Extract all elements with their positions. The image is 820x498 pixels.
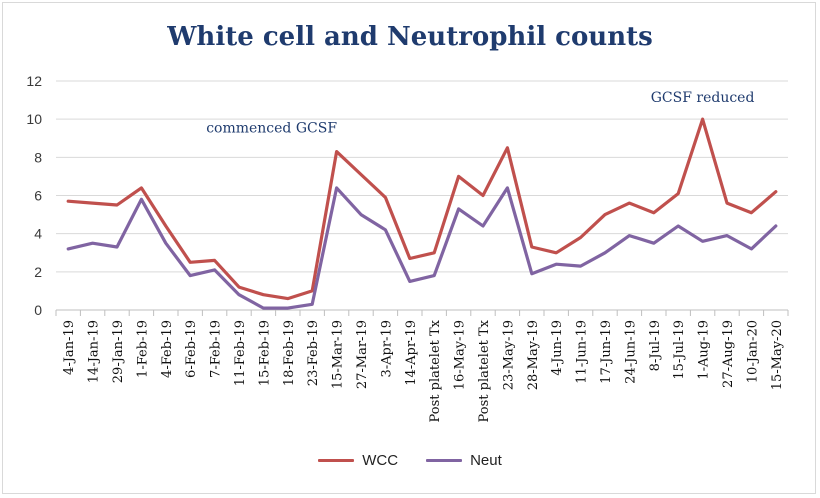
legend-item-wcc: WCC	[318, 452, 398, 469]
x-tick-label: 28-May-19	[526, 320, 541, 390]
x-tick-label: 7-Feb-19	[209, 320, 224, 378]
x-tick-label: 10-Jan-20	[745, 320, 760, 383]
chart-legend: WCC Neut	[0, 452, 820, 469]
x-tick-label: 16-May-19	[453, 320, 468, 390]
x-tick-label: 15-Feb-19	[257, 320, 272, 386]
y-tick-label: 6	[34, 188, 42, 204]
chart-title: White cell and Neutrophil counts	[167, 22, 653, 52]
x-tick-label: 15-Jul-19	[672, 320, 687, 380]
series-line-wcc	[66, 117, 778, 301]
x-tick-label: 4-Jan-19	[62, 320, 77, 375]
x-tick-label: Post platelet Tx	[477, 319, 492, 422]
x-tick-label: 27-Aug-19	[721, 320, 736, 388]
series-line-neut	[66, 186, 778, 310]
x-tick-label: 17-Jun-19	[599, 320, 614, 384]
x-tick-label: 23-May-19	[501, 320, 516, 390]
x-tick-label: 14-Jan-19	[87, 320, 102, 383]
x-tick-label: 15-May-20	[770, 320, 785, 390]
x-tick-label: 4-Jun-19	[550, 320, 565, 376]
y-tick-label: 10	[26, 111, 42, 127]
x-tick-label: 15-Mar-19	[331, 320, 346, 389]
x-tick-label: 1-Feb-19	[135, 320, 150, 378]
y-tick-label: 12	[26, 73, 42, 89]
x-tick-label: 6-Feb-19	[184, 320, 199, 378]
x-tick-label: 27-Mar-19	[355, 320, 370, 389]
x-tick-label: 11-Jun-19	[575, 320, 590, 384]
x-tick-label: 24-Jun-19	[623, 320, 638, 384]
legend-item-neut: Neut	[426, 452, 502, 469]
x-tick-label: 29-Jan-19	[111, 320, 126, 383]
x-tick-label: Post platelet Tx	[428, 319, 443, 422]
legend-swatch-wcc	[318, 459, 355, 462]
legend-swatch-neut	[426, 459, 463, 462]
x-tick-label: 3-Apr-19	[379, 320, 394, 378]
y-tick-label: 0	[34, 302, 42, 318]
x-tick-label: 4-Feb-19	[160, 320, 175, 378]
x-tick-label: 18-Feb-19	[282, 320, 297, 386]
x-tick-label: 1-Aug-19	[697, 320, 712, 380]
x-tick-label: 23-Feb-19	[306, 320, 321, 386]
y-tick-label: 8	[34, 149, 42, 165]
legend-label-wcc: WCC	[362, 452, 399, 469]
y-tick-label: 4	[34, 226, 42, 242]
legend-label-neut: Neut	[470, 452, 502, 469]
x-tick-label: 11-Feb-19	[233, 320, 248, 386]
x-tick-label: 14-Apr-19	[404, 320, 419, 386]
chart-annotation: GCSF reduced	[651, 90, 755, 106]
y-tick-label: 2	[34, 264, 42, 280]
chart-annotation: commenced GCSF	[206, 121, 337, 137]
x-tick-label: 8-Jul-19	[648, 320, 663, 371]
